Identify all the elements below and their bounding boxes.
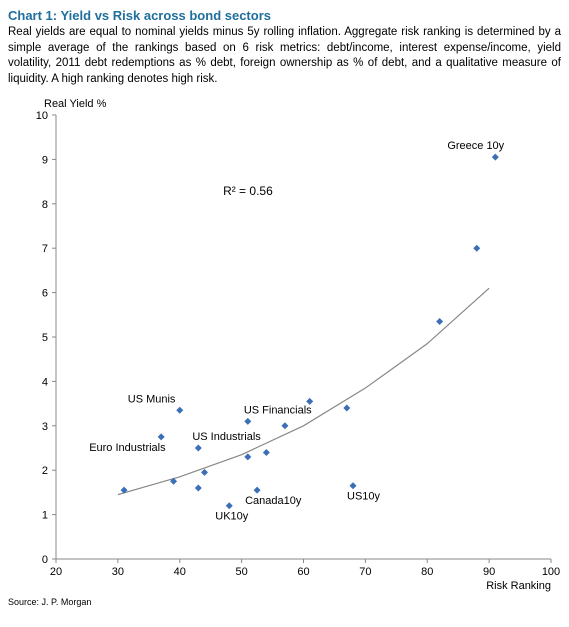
data-point: [195, 445, 202, 452]
data-point: [263, 449, 270, 456]
data-point: [350, 482, 357, 489]
svg-text:2: 2: [42, 465, 48, 477]
data-point: [343, 405, 350, 412]
point-label: US Financials: [244, 404, 312, 416]
data-point: [158, 433, 165, 440]
data-point: [195, 485, 202, 492]
data-point: [436, 318, 443, 325]
svg-text:60: 60: [297, 566, 309, 578]
data-point: [244, 418, 251, 425]
chart-subtitle: Real yields are equal to nominal yields …: [8, 25, 561, 87]
svg-text:6: 6: [42, 288, 48, 300]
point-label: US10y: [347, 491, 381, 503]
point-label: UK10y: [215, 511, 249, 523]
svg-text:30: 30: [112, 566, 124, 578]
source-text: Source: J. P. Morgan: [8, 597, 561, 607]
svg-text:Real Yield %: Real Yield %: [44, 98, 107, 110]
data-point: [244, 453, 251, 460]
data-point: [176, 407, 183, 414]
point-label: US Industrials: [192, 431, 261, 443]
data-point: [492, 154, 499, 161]
point-label: US Munis: [128, 393, 176, 405]
svg-text:1: 1: [42, 510, 48, 522]
svg-text:4: 4: [42, 376, 48, 388]
point-label: Greece 10y: [447, 140, 504, 152]
svg-text:20: 20: [50, 566, 62, 578]
svg-text:7: 7: [42, 243, 48, 255]
point-label: Euro Industrials: [89, 442, 166, 454]
svg-text:9: 9: [42, 154, 48, 166]
svg-text:10: 10: [36, 110, 48, 122]
svg-text:80: 80: [421, 566, 433, 578]
svg-text:0: 0: [42, 554, 48, 566]
svg-text:8: 8: [42, 199, 48, 211]
data-point: [254, 487, 261, 494]
svg-text:70: 70: [359, 566, 371, 578]
svg-text:100: 100: [542, 566, 560, 578]
svg-text:90: 90: [483, 566, 495, 578]
svg-text:5: 5: [42, 332, 48, 344]
data-point: [281, 422, 288, 429]
svg-text:Risk Ranking: Risk Ranking: [486, 580, 551, 592]
data-point: [473, 245, 480, 252]
point-label: Canada10y: [245, 495, 302, 507]
scatter-chart: 0 1 2 3 4 5 6 7 8 9 10 20 30 40 50 60 70 80 90 100 Real Yiel…: [8, 93, 561, 593]
svg-text:3: 3: [42, 421, 48, 433]
r-squared-label: R² = 0.56: [223, 184, 273, 198]
svg-text:50: 50: [236, 566, 248, 578]
data-point: [226, 502, 233, 509]
data-point: [201, 469, 208, 476]
svg-text:40: 40: [174, 566, 186, 578]
chart-title: Chart 1: Yield vs Risk across bond secto…: [8, 8, 561, 23]
